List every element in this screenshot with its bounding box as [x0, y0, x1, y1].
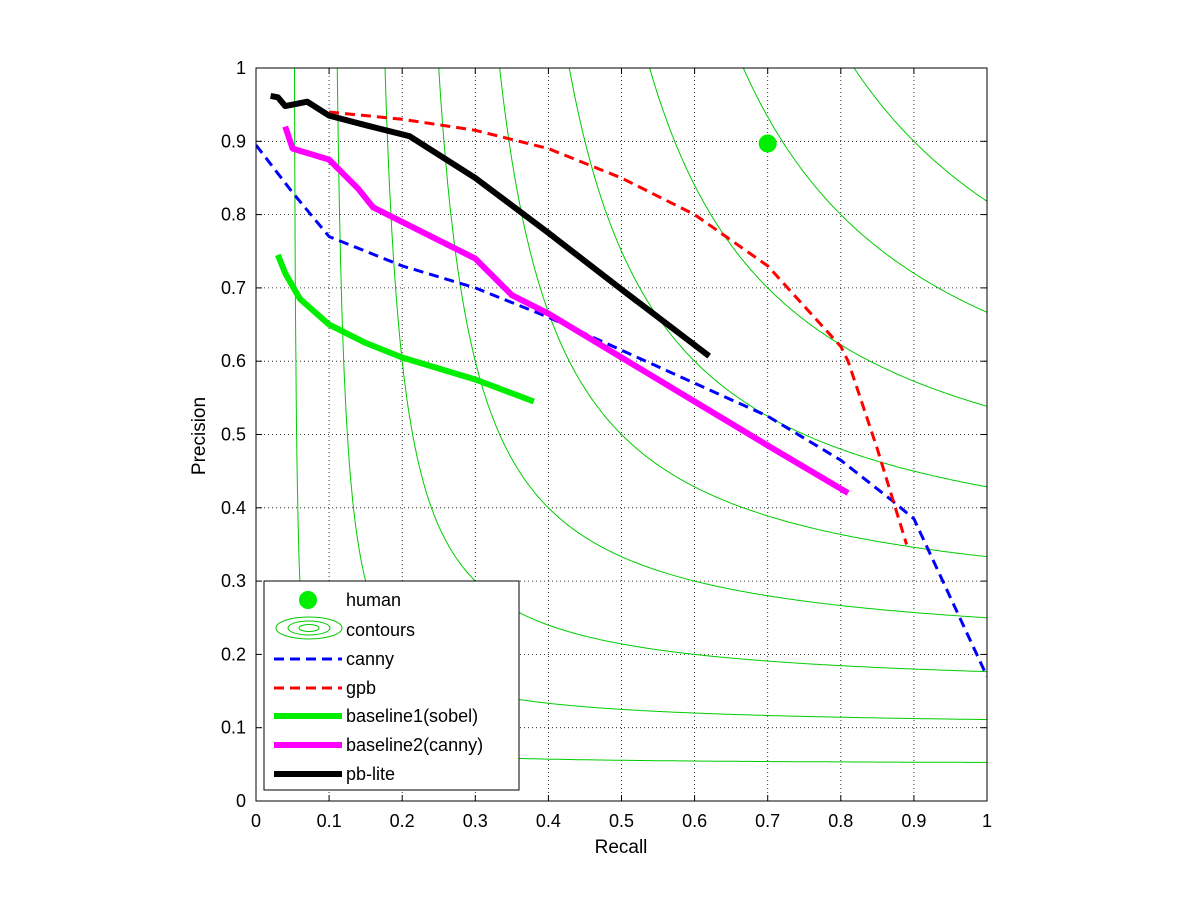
x-axis-label: Recall: [595, 837, 648, 858]
x-tick-label: 0.6: [682, 811, 707, 831]
series-lines: [256, 92, 987, 678]
contour-line: [742, 68, 987, 313]
y-tick-label: 0.3: [221, 571, 246, 591]
y-tick-label: 0.1: [221, 718, 246, 738]
y-tick-label: 1: [236, 58, 246, 78]
contour-line: [384, 68, 987, 673]
y-tick-label: 0.2: [221, 644, 246, 664]
x-tick-label: 0.8: [828, 811, 853, 831]
x-tick-label: 0.1: [317, 811, 342, 831]
x-tick-label: 0.9: [901, 811, 926, 831]
y-axis-label: Precision: [189, 397, 210, 475]
y-tick-label: 0: [236, 791, 246, 811]
x-tick-label: 0: [251, 811, 261, 831]
y-tick-label: 0.8: [221, 205, 246, 225]
y-tick-label: 0.7: [221, 278, 246, 298]
legend-label-gpb: gpb: [346, 678, 376, 698]
legend-label-baseline1: baseline1(sobel): [346, 706, 478, 726]
contour-line: [568, 68, 987, 488]
point-human: [758, 134, 777, 153]
x-tick-label: 0.5: [609, 811, 634, 831]
series-line-pb-lite: [270, 92, 712, 359]
legend-label-human: human: [346, 590, 401, 610]
y-tick-label: 0.4: [221, 498, 246, 518]
legend-label-contours: contours: [346, 620, 415, 640]
legend-label-canny: canny: [346, 649, 394, 669]
x-tick-label: 0.7: [755, 811, 780, 831]
legend-box: [263, 580, 520, 791]
y-tick-label: 0.5: [221, 425, 246, 445]
series-line-baseline2-canny: [282, 125, 850, 496]
x-tick-label: 0.3: [463, 811, 488, 831]
x-tick-label: 0.2: [390, 811, 415, 831]
contour-line: [438, 68, 987, 619]
y-tick-label: 0.6: [221, 351, 246, 371]
series-line-gpb: [328, 110, 909, 545]
legend-swatch-human: [299, 591, 317, 609]
legend-label-baseline2: baseline2(canny): [346, 735, 483, 755]
legend-swatch-contours: [275, 616, 343, 640]
axis-ticks: 0 0.1 0.2 0.3 0.4 0.5 0.6 0.7 0.8 0.9 1 0 0.1 0.2 0.3 0…: [221, 58, 992, 831]
contour-line: [853, 68, 987, 202]
x-tick-label: 1: [982, 811, 992, 831]
contour-line: [499, 68, 987, 558]
x-tick-label: 0.4: [536, 811, 561, 831]
y-tick-label: 0.9: [221, 131, 246, 151]
legend: human contours canny gpb baseline1(sobel…: [263, 580, 520, 791]
legend-label-pblite: pb-lite: [346, 764, 395, 784]
contour-line: [649, 68, 987, 407]
data-points: [758, 134, 777, 153]
series-line-baseline1-sobel: [275, 253, 535, 405]
